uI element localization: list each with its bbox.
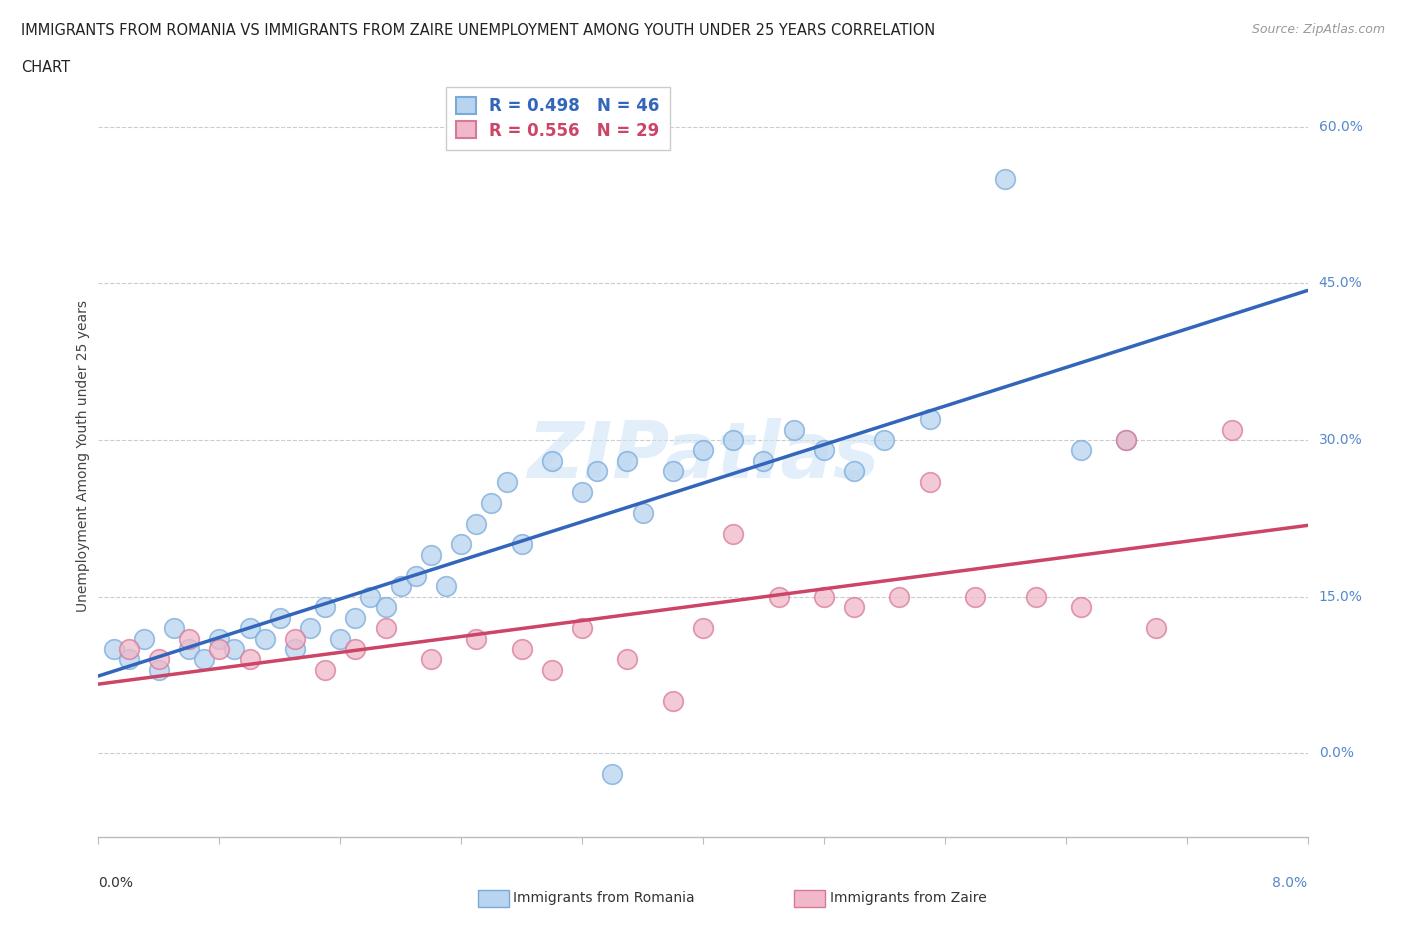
Point [1144,620,1167,635]
Point [540,662,562,677]
Point [118,642,141,657]
Point [1115,432,1137,447]
Point [495,474,517,489]
Point [193,652,215,667]
Legend: R = 0.498   N = 46, R = 0.556   N = 29: R = 0.498 N = 46, R = 0.556 N = 29 [446,86,669,150]
Point [239,652,262,667]
Text: ZIPatlas: ZIPatlas [527,418,879,494]
Text: Source: ZipAtlas.com: Source: ZipAtlas.com [1251,23,1385,36]
Point [344,610,367,625]
Point [269,610,291,625]
Point [510,642,533,657]
Point [692,443,714,458]
Point [1070,600,1092,615]
Text: IMMIGRANTS FROM ROMANIA VS IMMIGRANTS FROM ZAIRE UNEMPLOYMENT AMONG YOUTH UNDER : IMMIGRANTS FROM ROMANIA VS IMMIGRANTS FR… [21,23,935,38]
Point [374,620,396,635]
Point [723,432,745,447]
Point [148,662,170,677]
Point [284,642,307,657]
Point [571,485,593,499]
Point [813,443,835,458]
Point [994,171,1017,186]
Point [148,652,170,667]
Point [163,620,186,635]
Point [752,454,775,469]
Text: 0.0%: 0.0% [1319,747,1354,761]
Text: 60.0%: 60.0% [1319,120,1362,134]
Point [132,631,155,646]
Text: Immigrants from Romania: Immigrants from Romania [513,891,695,906]
Point [389,578,412,593]
Point [329,631,352,646]
Text: CHART: CHART [21,60,70,75]
Point [239,620,262,635]
Text: Immigrants from Zaire: Immigrants from Zaire [830,891,986,906]
Point [179,631,201,646]
Point [918,474,941,489]
Text: 45.0%: 45.0% [1319,276,1362,290]
Point [661,694,683,709]
Point [419,652,441,667]
Point [465,631,488,646]
Point [434,578,457,593]
Point [616,454,638,469]
Point [419,548,441,563]
Point [1220,422,1243,437]
Point [571,620,593,635]
Point [602,767,624,782]
Point [314,600,336,615]
Point [586,464,609,479]
Point [208,631,231,646]
Point [889,590,911,604]
Point [465,516,488,531]
Point [782,422,804,437]
Y-axis label: Unemployment Among Youth under 25 years: Unemployment Among Youth under 25 years [76,299,90,612]
Point [103,642,125,657]
Point [314,662,336,677]
Point [1024,590,1046,604]
Point [479,496,503,511]
Point [918,412,941,427]
Point [965,590,987,604]
Point [510,537,533,551]
Text: 30.0%: 30.0% [1319,433,1362,447]
Point [208,642,231,657]
Point [844,464,866,479]
Point [374,600,396,615]
Point [284,631,307,646]
Point [179,642,201,657]
Point [844,600,866,615]
Text: 15.0%: 15.0% [1319,590,1362,604]
Point [692,620,714,635]
Point [631,506,654,521]
Point [359,590,381,604]
Point [768,590,790,604]
Point [405,568,427,583]
Point [344,642,367,657]
Text: 0.0%: 0.0% [98,876,134,890]
Text: 8.0%: 8.0% [1272,876,1308,890]
Point [224,642,246,657]
Point [813,590,835,604]
Point [1070,443,1092,458]
Point [873,432,896,447]
Point [299,620,322,635]
Point [450,537,472,551]
Point [1115,432,1137,447]
Point [540,454,562,469]
Point [661,464,683,479]
Point [723,526,745,541]
Point [118,652,141,667]
Point [253,631,276,646]
Point [616,652,638,667]
